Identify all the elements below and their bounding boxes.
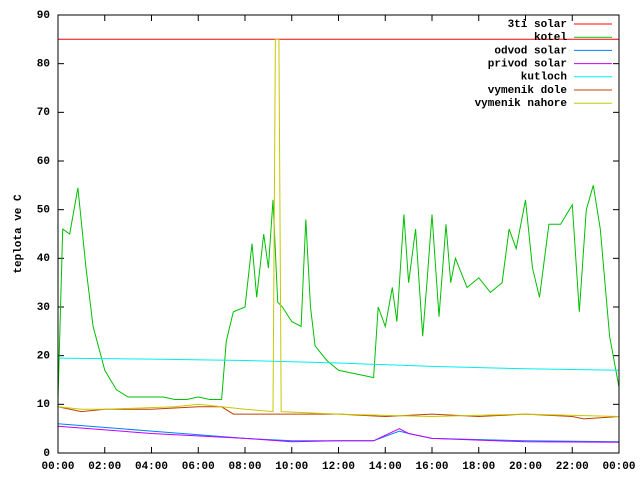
y-tick-label: 20 xyxy=(37,351,50,363)
x-tick-label: 18:00 xyxy=(462,461,495,473)
y-tick-label: 80 xyxy=(37,59,50,71)
x-tick-label: 22:00 xyxy=(556,461,589,473)
x-tick-label: 06:00 xyxy=(182,461,215,473)
series-line xyxy=(57,38,620,418)
legend-label: privod solar xyxy=(488,59,567,71)
x-tick-label: 04:00 xyxy=(135,461,168,473)
legend-label: vymenik dole xyxy=(488,85,568,97)
y-tick-label: 0 xyxy=(43,448,50,460)
x-tick-label: 10:00 xyxy=(275,461,308,473)
plot-frame xyxy=(57,14,620,454)
y-tick-label: 60 xyxy=(37,156,50,168)
x-tick-label: 08:00 xyxy=(228,461,261,473)
y-tick-label: 40 xyxy=(37,253,50,265)
x-tick-label: 16:00 xyxy=(415,461,448,473)
legend-label: 3ti solar xyxy=(508,19,567,31)
legend-label: kutloch xyxy=(521,72,567,84)
x-tick-label: 14:00 xyxy=(369,461,402,473)
x-tick-label: 00:00 xyxy=(41,461,74,473)
x-tick-label: 20:00 xyxy=(509,461,542,473)
y-tick-label: 10 xyxy=(37,399,50,411)
y-tick-label: 30 xyxy=(37,302,50,314)
y-tick-label: 90 xyxy=(37,10,50,22)
legend-label: kotel xyxy=(534,32,567,44)
x-tick-label: 02:00 xyxy=(88,461,121,473)
series-line xyxy=(57,357,620,371)
series-line xyxy=(57,185,620,400)
legend-label: odvod solar xyxy=(494,45,567,57)
x-tick-label: 12:00 xyxy=(322,461,355,473)
y-tick-label: 50 xyxy=(37,205,50,217)
series-line xyxy=(57,425,620,443)
y-axis-label: teplota ve C xyxy=(13,194,25,274)
x-tick-label: 00:00 xyxy=(602,461,635,473)
legend-label: vymenik nahore xyxy=(475,98,568,110)
y-tick-label: 70 xyxy=(37,107,50,119)
